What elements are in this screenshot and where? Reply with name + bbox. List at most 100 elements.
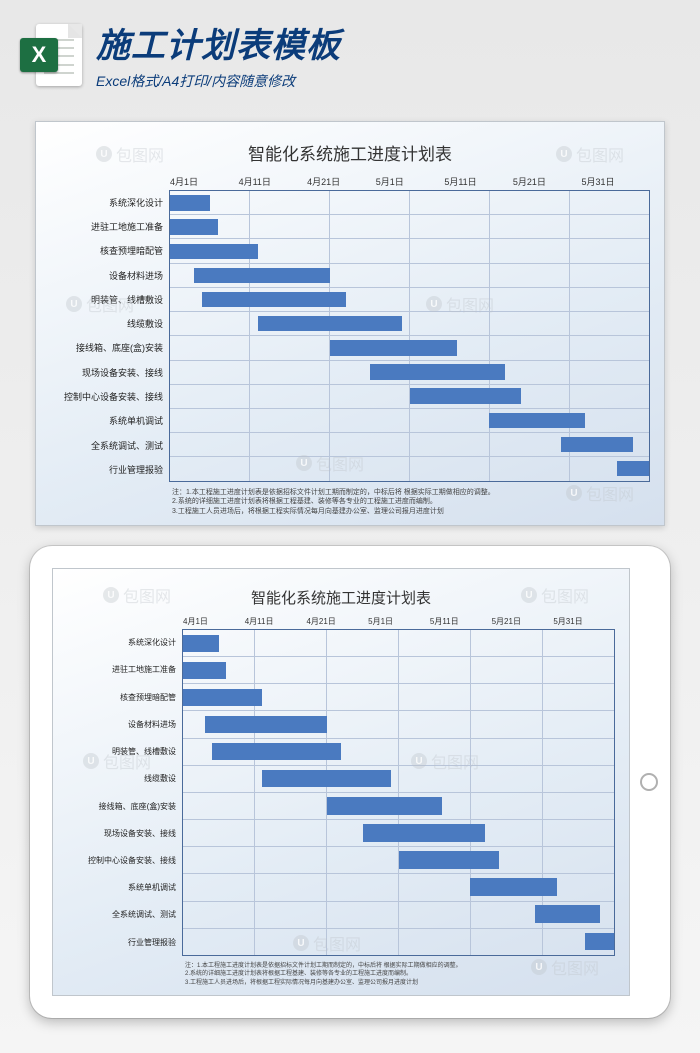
- task-label: 行业管理报验: [50, 457, 169, 481]
- axis-tick: 5月11日: [430, 616, 492, 627]
- gantt-row: [183, 792, 614, 819]
- task-label: 接线箱、底座(盒)安装: [67, 792, 182, 819]
- task-label: 行业管理报验: [67, 929, 182, 956]
- x-axis-labels: 4月1日4月11日4月21日5月1日5月11日5月21日5月31日: [183, 616, 615, 627]
- note-line: 3.工程施工人员进场后，将根据工程实际情况每月向基建办公室、监理公司报月进度计划: [185, 979, 615, 987]
- gantt-bar: [205, 716, 327, 733]
- gantt-row: [183, 874, 614, 901]
- gantt-bar: [535, 905, 600, 922]
- x-axis-labels: 4月1日4月11日4月21日5月1日5月11日5月21日5月31日: [170, 175, 650, 188]
- gantt-bar: [183, 662, 226, 679]
- tablet-home-button: [640, 773, 658, 791]
- task-label: 明装管、线槽敷设: [67, 738, 182, 765]
- axis-tick: 5月11日: [444, 175, 513, 188]
- axis-tick: 5月31日: [553, 616, 615, 627]
- gantt-bar: [330, 340, 458, 355]
- gantt-row: [183, 928, 614, 955]
- gantt-row: [170, 288, 649, 312]
- task-label: 设备材料进场: [67, 711, 182, 738]
- task-label: 系统单机调试: [50, 409, 169, 433]
- gantt-bar: [170, 195, 210, 210]
- gantt-bar: [370, 364, 506, 379]
- gantt-bar: [585, 933, 614, 950]
- gantt-bar: [327, 797, 442, 814]
- axis-tick: 5月31日: [581, 175, 650, 188]
- axis-tick: 4月21日: [307, 175, 376, 188]
- preview-sheet: 智能化系统施工进度计划表 4月1日4月11日4月21日5月1日5月11日5月21…: [35, 121, 665, 526]
- axis-tick: 5月1日: [368, 616, 430, 627]
- gantt-row: [170, 263, 649, 287]
- chart-notes: 注：1.本工程施工进度计划表是依据招标文件计划工期而制定的，中标后将 根据实际工…: [185, 962, 615, 987]
- axis-tick: 4月1日: [183, 616, 245, 627]
- note-line: 2.系统的详细施工进度计划表将根据工程基建、装修等各专业的工程施工进度而编制。: [185, 970, 615, 978]
- note-line: 3.工程施工人员进场后，将根据工程实际情况每月向基建办公室、监理公司报月进度计划: [172, 507, 650, 517]
- gantt-row: [183, 819, 614, 846]
- axis-tick: 5月1日: [376, 175, 445, 188]
- gantt-row: [170, 432, 649, 456]
- task-label: 线缆敷设: [50, 311, 169, 335]
- gantt-row: [170, 457, 649, 481]
- gantt-bar: [363, 824, 485, 841]
- gantt-bar: [470, 878, 556, 895]
- main-title: 施工计划表模板: [96, 18, 341, 67]
- gantt-bar: [202, 292, 346, 307]
- gantt-bar: [212, 743, 341, 760]
- excel-badge: X: [20, 38, 58, 72]
- chart-notes: 注：1.本工程施工进度计划表是依据招标文件计划工期而制定的，中标后将 根据实际工…: [172, 488, 650, 517]
- tablet-screen: 智能化系统施工进度计划表 4月1日4月11日4月21日5月1日5月11日5月21…: [52, 568, 630, 996]
- task-label: 控制中心设备安装、接线: [67, 847, 182, 874]
- gantt-bar: [258, 316, 402, 331]
- axis-tick: 5月21日: [492, 616, 554, 627]
- gantt-row: [183, 711, 614, 738]
- gantt-bar: [183, 635, 219, 652]
- gantt-row: [170, 336, 649, 360]
- task-label: 系统单机调试: [67, 874, 182, 901]
- axis-tick: 4月11日: [245, 616, 307, 627]
- gantt-row: [183, 738, 614, 765]
- gantt-bar: [489, 413, 585, 428]
- gantt-row: [183, 901, 614, 928]
- tablet-mockup: 智能化系统施工进度计划表 4月1日4月11日4月21日5月1日5月11日5月21…: [30, 546, 670, 1018]
- task-label: 全系统调试、测试: [67, 901, 182, 928]
- gantt-row: [170, 191, 649, 215]
- page-header: X 施工计划表模板 Excel格式/A4打印/内容随意修改: [0, 0, 700, 101]
- gantt-row: [183, 684, 614, 711]
- task-label: 现场设备安装、接线: [67, 820, 182, 847]
- axis-tick: 4月1日: [170, 175, 239, 188]
- gantt-bar: [183, 689, 262, 706]
- gantt-bar: [262, 770, 391, 787]
- note-line: 2.系统的详细施工进度计划表将根据工程基建、装修等各专业的工程施工进度而编制。: [172, 497, 650, 507]
- gantt-row: [170, 384, 649, 408]
- gantt-row: [170, 239, 649, 263]
- gantt-bars: [183, 630, 614, 955]
- task-labels: 系统深化设计进驻工地施工准备核查预埋暗配管设备材料进场明装管、线槽敷设线缆敷设接…: [67, 629, 183, 956]
- gantt-bar: [561, 437, 633, 452]
- gantt-grid: [183, 629, 615, 956]
- gantt-row: [183, 847, 614, 874]
- gantt-grid: [170, 190, 650, 482]
- task-label: 系统深化设计: [50, 190, 169, 214]
- task-label: 现场设备安装、接线: [50, 360, 169, 384]
- gantt-bar: [170, 244, 258, 259]
- axis-tick: 4月21日: [306, 616, 368, 627]
- task-label: 进驻工地施工准备: [50, 214, 169, 238]
- task-label: 明装管、线槽敷设: [50, 287, 169, 311]
- chart-title: 智能化系统施工进度计划表: [67, 587, 615, 608]
- task-label: 设备材料进场: [50, 263, 169, 287]
- task-label: 核查预埋暗配管: [50, 239, 169, 263]
- axis-tick: 5月21日: [513, 175, 582, 188]
- gantt-row: [183, 657, 614, 684]
- task-label: 核查预埋暗配管: [67, 683, 182, 710]
- gantt-row: [183, 765, 614, 792]
- gantt-bar: [170, 219, 218, 234]
- axis-tick: 4月11日: [239, 175, 308, 188]
- gantt-row: [183, 630, 614, 657]
- note-line: 注：1.本工程施工进度计划表是依据招标文件计划工期而制定的，中标后将 根据实际工…: [185, 962, 615, 970]
- subtitle: Excel格式/A4打印/内容随意修改: [96, 71, 341, 91]
- task-label: 系统深化设计: [67, 629, 182, 656]
- chart-title: 智能化系统施工进度计划表: [50, 140, 650, 165]
- task-labels: 系统深化设计进驻工地施工准备核查预埋暗配管设备材料进场明装管、线槽敷设线缆敷设接…: [50, 190, 170, 482]
- task-label: 接线箱、底座(盒)安装: [50, 336, 169, 360]
- gantt-bar: [410, 388, 522, 403]
- gantt-bar: [399, 851, 500, 868]
